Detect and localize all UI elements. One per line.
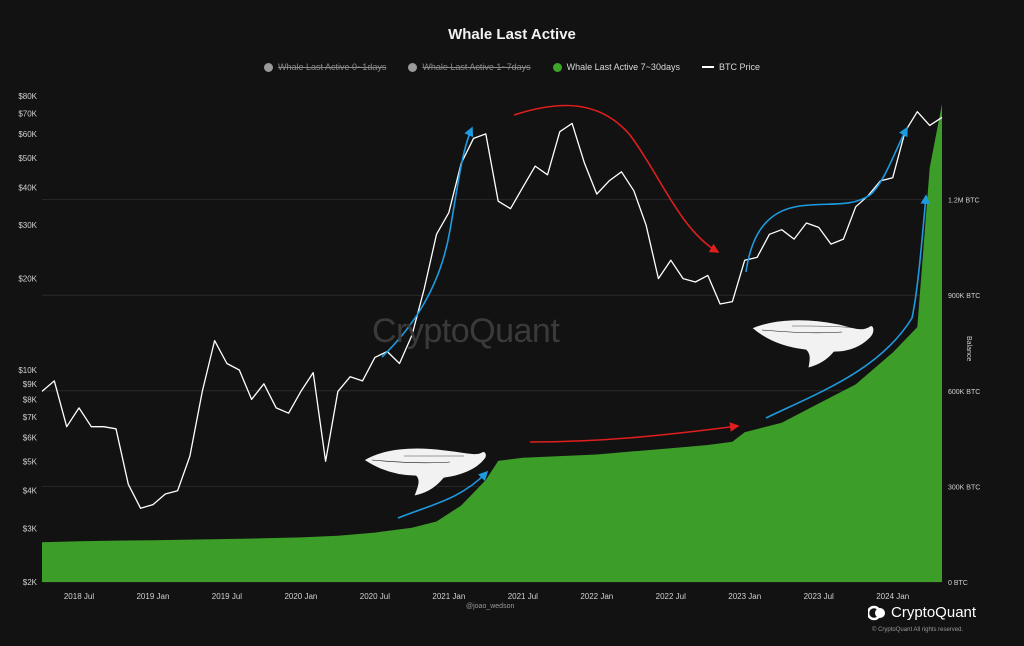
legend-item-btc-price[interactable]: BTC Price <box>701 62 760 72</box>
y-tick-label: $30K <box>18 221 37 230</box>
brand-logo[interactable]: CryptoQuant <box>868 604 976 621</box>
y-axis-left: $80K $70K $60K $50K $40K $30K $20K $10K $9K $8K $7… <box>18 92 37 587</box>
whale-illustration-right <box>751 319 875 369</box>
x-tick-label: 2019 Jan <box>136 592 169 601</box>
legend-label: Whale Last Active 7~30days <box>566 62 680 72</box>
x-tick-label: 2024 Jan <box>876 592 909 601</box>
y-tick-label: $5K <box>23 457 38 466</box>
trend-arrows <box>381 104 931 519</box>
legend-item-7-30days[interactable]: Whale Last Active 7~30days <box>552 62 680 72</box>
y-tick-label: $7K <box>23 413 38 422</box>
legend-item-0-1days[interactable]: Whale Last Active 0~1days <box>264 62 386 72</box>
legend-label: Whale Last Active 1~7days <box>422 62 531 72</box>
chart-title: Whale Last Active <box>448 26 576 43</box>
copyright: © CryptoQuant All rights reserved. <box>872 627 964 633</box>
y2-tick-label: 900K BTC <box>948 293 980 300</box>
legend-item-1-7days[interactable]: Whale Last Active 1~7days <box>408 62 531 72</box>
cryptoquant-logo-icon <box>868 605 885 620</box>
y2-tick-label: 0 BTC <box>948 580 968 587</box>
y-tick-label: $40K <box>18 183 37 192</box>
balance-arrow-2023 <box>765 194 931 419</box>
legend: Whale Last Active 0~1days Whale Last Act… <box>0 62 1024 72</box>
trend-arrow-up-2023 <box>745 126 908 273</box>
whale-balance-area <box>42 104 942 582</box>
x-tick-label: 2019 Jul <box>212 592 242 601</box>
legend-dot-icon <box>264 62 274 72</box>
legend-label: Whale Last Active 0~1days <box>278 62 387 72</box>
y2-axis-label: Balance <box>965 336 972 362</box>
x-tick-label: 2018 Jul <box>64 592 94 601</box>
y-tick-label: $9K <box>23 380 38 389</box>
y-tick-label: $3K <box>23 525 38 534</box>
trend-arrow-up-2020 <box>381 126 474 358</box>
y-tick-label: $8K <box>23 395 38 404</box>
y2-tick-label: 600K BTC <box>948 389 980 396</box>
x-tick-label: 2021 Jul <box>508 592 538 601</box>
y-tick-label: $6K <box>23 433 38 442</box>
x-tick-label: 2021 Jan <box>432 592 465 601</box>
y2-tick-label: 1.2M BTC <box>948 198 980 205</box>
x-tick-label: 2022 Jul <box>656 592 686 601</box>
y-tick-label: $70K <box>18 110 37 119</box>
balance-arrow-2022 <box>529 422 740 443</box>
legend-dot-icon <box>552 62 562 72</box>
legend-label: BTC Price <box>718 62 760 72</box>
x-axis: 2018 Jul 2019 Jan 2019 Jul 2020 Jan 2020 Jul… <box>64 592 909 601</box>
author-credit: @joao_wedson <box>466 603 515 610</box>
x-tick-label: 2022 Jan <box>580 592 613 601</box>
y-tick-label: $60K <box>18 130 37 139</box>
x-tick-label: 2020 Jan <box>284 592 317 601</box>
y-tick-label: $10K <box>18 366 37 375</box>
y-tick-label: $2K <box>23 578 38 587</box>
btc-price-line <box>41 111 943 509</box>
x-tick-label: 2023 Jul <box>804 592 834 601</box>
balance-arrow-2021 <box>397 470 489 519</box>
brand-name: CryptoQuant <box>891 604 977 621</box>
legend-line-icon <box>701 66 714 68</box>
whale-area-series <box>41 103 943 582</box>
y-axis-right: 1.2M BTC 900K BTC 600K BTC 300K BTC 0 BTC <box>948 198 980 587</box>
x-tick-label: 2023 Jan <box>728 592 761 601</box>
trend-arrow-down-2022 <box>513 104 720 253</box>
y-tick-label: $80K <box>18 92 37 101</box>
whale-illustration-left <box>363 447 487 497</box>
y-tick-label: $4K <box>23 487 38 496</box>
legend-dot-icon <box>408 62 418 72</box>
y-tick-label: $50K <box>18 154 37 163</box>
y-tick-label: $20K <box>18 275 37 284</box>
watermark: CryptoQuant <box>372 312 560 350</box>
x-tick-label: 2020 Jul <box>360 592 390 601</box>
y2-tick-label: 300K BTC <box>948 484 980 491</box>
